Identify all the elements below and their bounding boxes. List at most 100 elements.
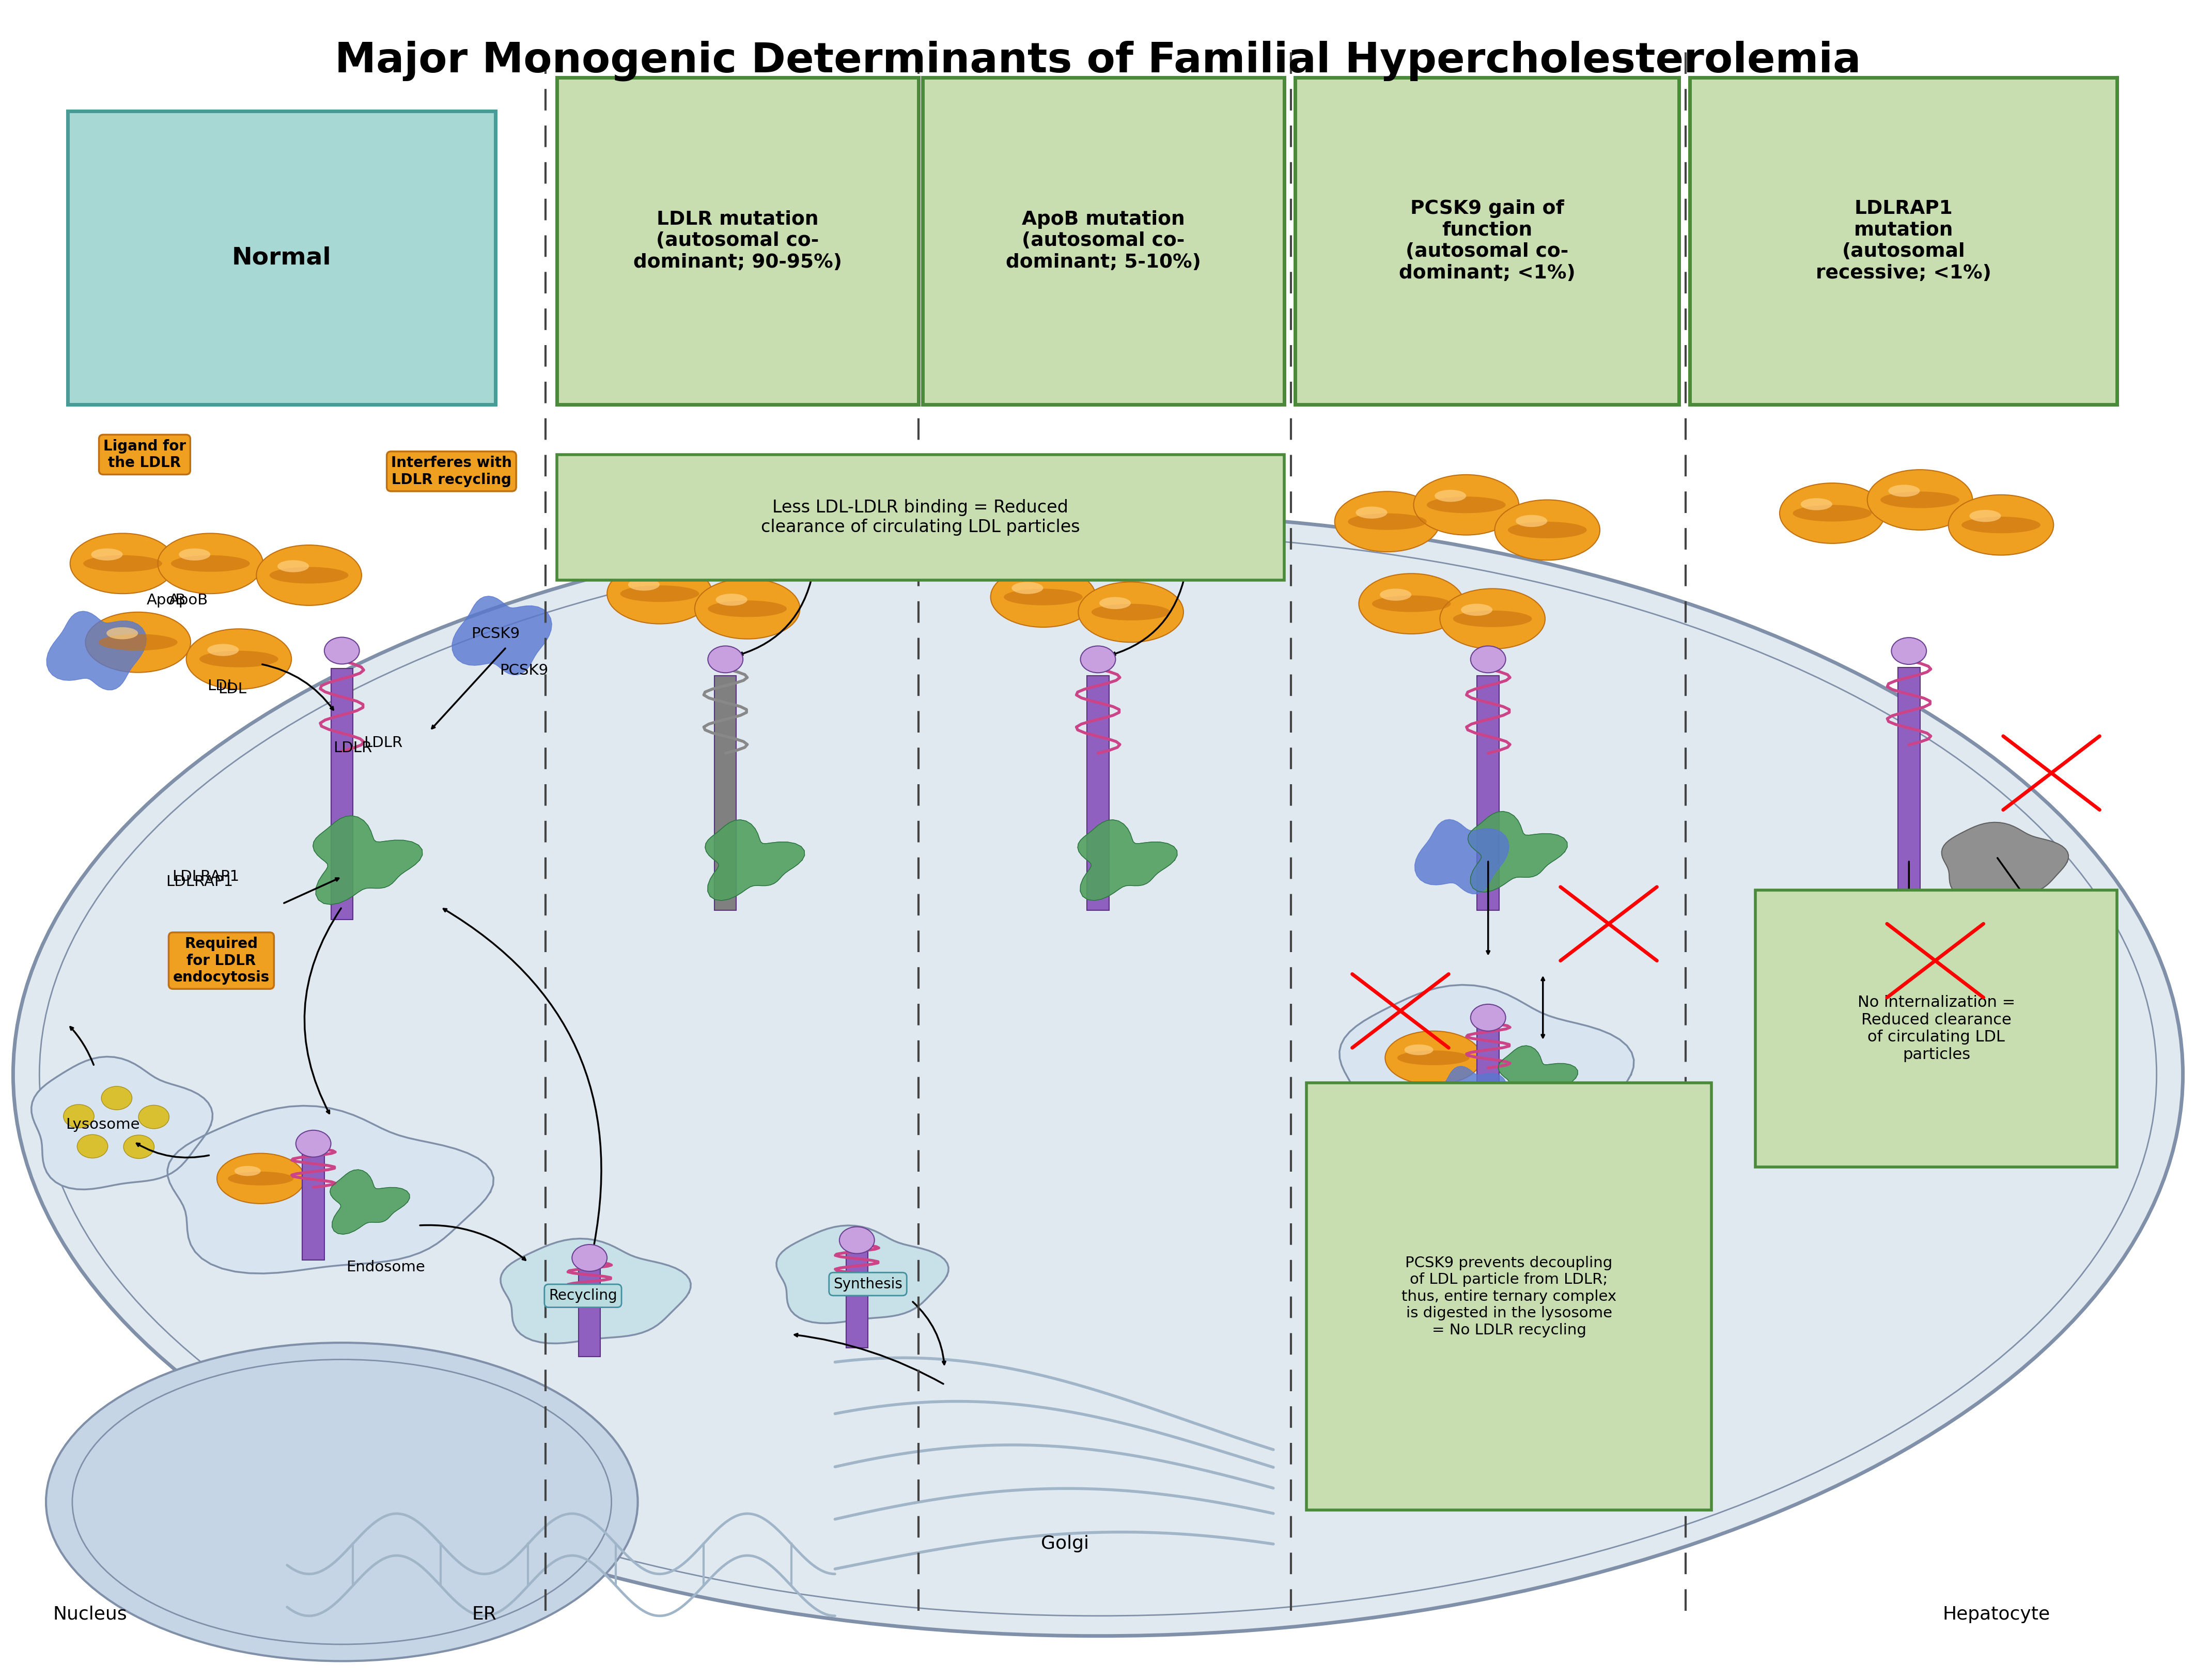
- Ellipse shape: [1004, 588, 1083, 605]
- Text: Golgi: Golgi: [1041, 1536, 1089, 1552]
- Ellipse shape: [1405, 1045, 1434, 1055]
- Text: Interferes with
LDLR recycling: Interferes with LDLR recycling: [391, 455, 512, 487]
- Ellipse shape: [1414, 475, 1520, 534]
- Text: Major Monogenic Determinants of Familial Hypercholesterolemia: Major Monogenic Determinants of Familial…: [334, 40, 1862, 81]
- Ellipse shape: [962, 484, 1067, 543]
- Circle shape: [1891, 638, 1926, 664]
- Bar: [1897, 667, 1919, 902]
- Ellipse shape: [70, 533, 176, 593]
- Ellipse shape: [1867, 470, 1972, 529]
- Text: ApoB mutation
(autosomal co-
dominant; 5-10%): ApoB mutation (autosomal co- dominant; 5…: [1006, 210, 1201, 272]
- Circle shape: [325, 637, 360, 664]
- Ellipse shape: [738, 484, 843, 543]
- Bar: [845, 1247, 867, 1347]
- Ellipse shape: [990, 566, 1096, 627]
- Circle shape: [138, 1105, 169, 1129]
- Text: PCSK9: PCSK9: [470, 627, 520, 642]
- Ellipse shape: [217, 1154, 305, 1203]
- Ellipse shape: [1397, 1050, 1469, 1065]
- Polygon shape: [329, 1169, 411, 1235]
- Ellipse shape: [586, 506, 665, 521]
- Ellipse shape: [1948, 496, 2053, 554]
- Ellipse shape: [595, 499, 626, 511]
- Ellipse shape: [683, 474, 714, 486]
- Ellipse shape: [975, 506, 1054, 521]
- Polygon shape: [46, 612, 147, 690]
- Text: Required
for LDLR
endocytosis: Required for LDLR endocytosis: [173, 937, 270, 984]
- Polygon shape: [1498, 1045, 1577, 1110]
- Text: LDLR mutation
(autosomal co-
dominant; 90-95%): LDLR mutation (autosomal co- dominant; 9…: [632, 210, 841, 272]
- FancyBboxPatch shape: [68, 111, 496, 405]
- Ellipse shape: [1495, 501, 1601, 559]
- Circle shape: [123, 1136, 154, 1159]
- Polygon shape: [1434, 1067, 1506, 1124]
- Bar: [1478, 675, 1500, 911]
- Text: ApoB: ApoB: [147, 593, 187, 608]
- Ellipse shape: [46, 1342, 637, 1662]
- Ellipse shape: [1441, 588, 1546, 648]
- Ellipse shape: [716, 593, 747, 606]
- FancyBboxPatch shape: [1689, 77, 2117, 405]
- Ellipse shape: [200, 650, 279, 667]
- Ellipse shape: [257, 544, 362, 605]
- Polygon shape: [777, 1225, 949, 1324]
- Ellipse shape: [661, 459, 766, 517]
- Ellipse shape: [1889, 486, 1919, 497]
- Ellipse shape: [1434, 491, 1467, 502]
- Text: Synthesis: Synthesis: [832, 1277, 903, 1292]
- Bar: [1478, 1026, 1500, 1152]
- Polygon shape: [31, 1057, 213, 1189]
- Ellipse shape: [606, 563, 712, 623]
- Ellipse shape: [83, 554, 163, 571]
- Ellipse shape: [235, 1166, 261, 1176]
- Bar: [303, 1151, 325, 1260]
- Ellipse shape: [86, 612, 191, 672]
- Ellipse shape: [760, 499, 791, 511]
- Polygon shape: [314, 816, 422, 904]
- Polygon shape: [1467, 811, 1568, 892]
- Ellipse shape: [619, 585, 698, 601]
- Text: PCSK9 gain of
function
(autosomal co-
dominant; <1%): PCSK9 gain of function (autosomal co- do…: [1399, 200, 1575, 282]
- Ellipse shape: [1386, 1032, 1482, 1085]
- Ellipse shape: [1359, 573, 1465, 633]
- Ellipse shape: [171, 554, 250, 571]
- Ellipse shape: [13, 512, 2183, 1636]
- Ellipse shape: [1509, 522, 1588, 538]
- Ellipse shape: [1379, 588, 1412, 601]
- Polygon shape: [1078, 820, 1177, 900]
- Text: PCSK9: PCSK9: [498, 664, 549, 679]
- Circle shape: [707, 645, 742, 672]
- Circle shape: [1471, 645, 1506, 672]
- Circle shape: [101, 1087, 132, 1110]
- FancyBboxPatch shape: [556, 77, 918, 405]
- Ellipse shape: [1122, 484, 1228, 543]
- Ellipse shape: [1091, 603, 1170, 620]
- Ellipse shape: [105, 627, 138, 640]
- Ellipse shape: [1779, 484, 1884, 543]
- Ellipse shape: [1970, 511, 2001, 522]
- Text: LDLRAP1: LDLRAP1: [165, 875, 233, 889]
- Polygon shape: [1340, 984, 1634, 1159]
- Ellipse shape: [277, 559, 310, 573]
- FancyBboxPatch shape: [922, 77, 1285, 405]
- Circle shape: [1080, 645, 1116, 672]
- Polygon shape: [705, 820, 804, 900]
- Ellipse shape: [99, 633, 178, 650]
- Text: Ligand for
the LDLR: Ligand for the LDLR: [103, 438, 187, 470]
- Text: LDL: LDL: [206, 679, 235, 694]
- Text: No internalization =
Reduced clearance
of circulating LDL
particles: No internalization = Reduced clearance o…: [1858, 995, 2016, 1062]
- Text: ApoB: ApoB: [169, 593, 209, 608]
- Ellipse shape: [1348, 514, 1427, 529]
- FancyBboxPatch shape: [556, 455, 1285, 580]
- Ellipse shape: [187, 628, 292, 689]
- Ellipse shape: [707, 600, 786, 617]
- Polygon shape: [1941, 822, 2069, 899]
- Ellipse shape: [1078, 581, 1184, 642]
- Polygon shape: [501, 1238, 692, 1344]
- Text: Hepatocyte: Hepatocyte: [1943, 1606, 2051, 1623]
- Ellipse shape: [1880, 492, 1959, 507]
- Text: Endosome: Endosome: [347, 1260, 426, 1275]
- Circle shape: [77, 1134, 108, 1158]
- Text: Lysosome: Lysosome: [66, 1117, 141, 1132]
- Text: LDLRAP1
mutation
(autosomal
recessive; <1%): LDLRAP1 mutation (autosomal recessive; <…: [1816, 200, 1992, 282]
